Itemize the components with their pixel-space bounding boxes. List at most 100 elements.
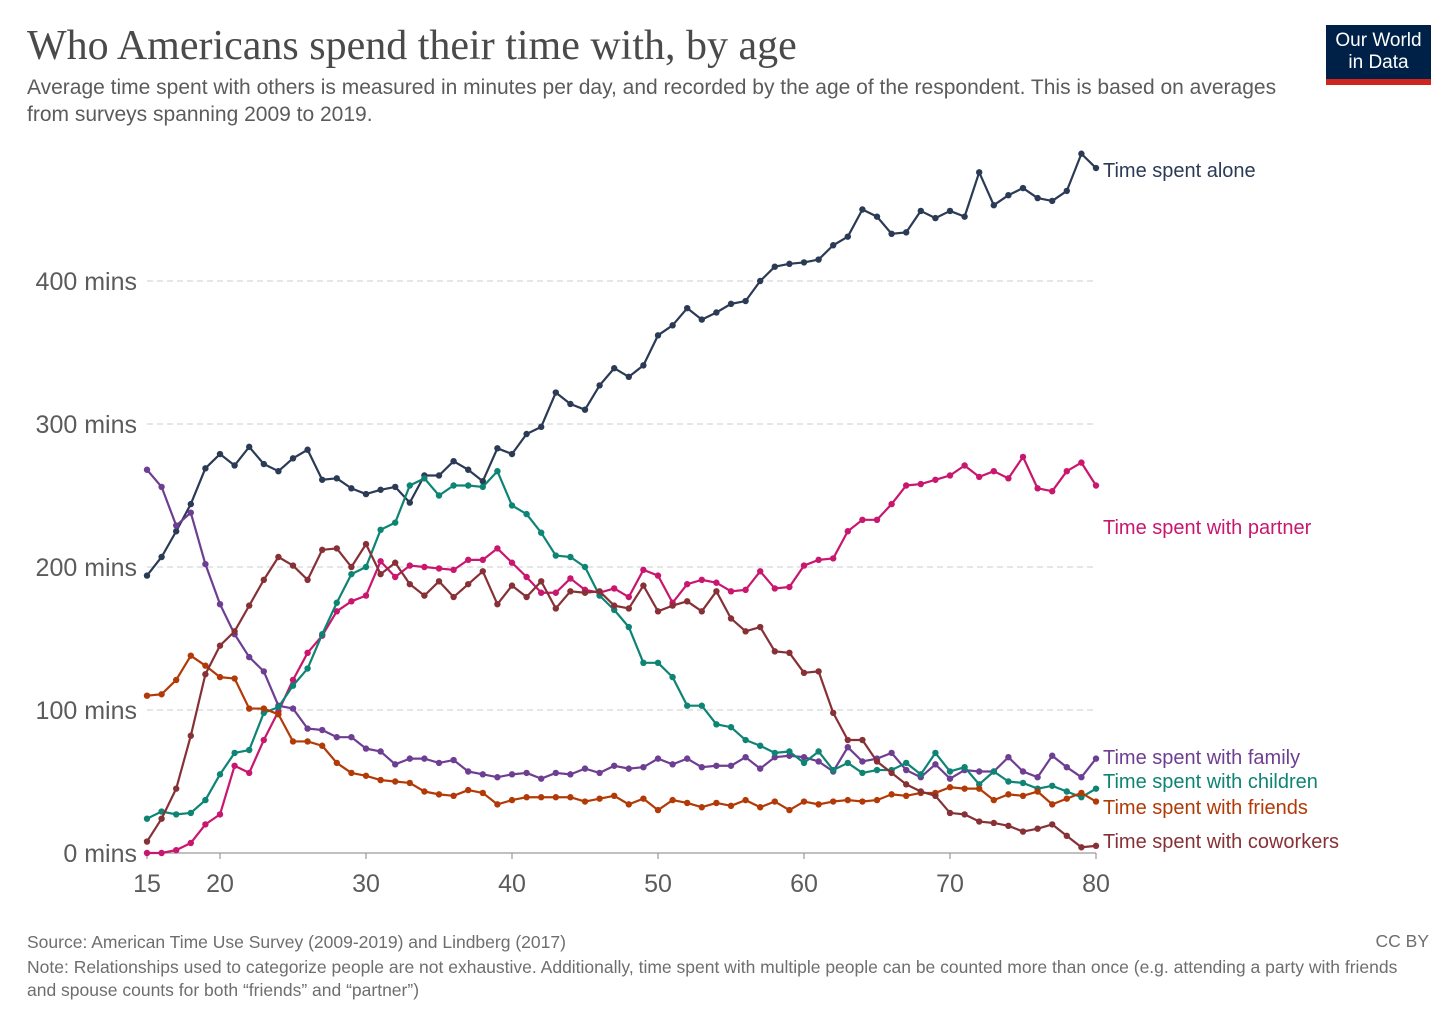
data-point[interactable] <box>684 755 691 762</box>
data-point[interactable] <box>143 815 151 822</box>
data-point[interactable] <box>976 169 983 176</box>
data-point[interactable] <box>917 788 924 795</box>
data-point[interactable] <box>392 573 399 581</box>
data-point[interactable] <box>1019 779 1027 787</box>
data-point[interactable] <box>1034 788 1041 795</box>
data-point[interactable] <box>727 723 735 731</box>
data-point[interactable] <box>830 242 837 249</box>
series-line[interactable] <box>147 455 1097 855</box>
data-point[interactable] <box>713 762 720 769</box>
data-point[interactable] <box>800 753 808 761</box>
data-point[interactable] <box>844 736 851 744</box>
data-point[interactable] <box>684 702 691 709</box>
data-point[interactable] <box>246 602 253 609</box>
data-point[interactable] <box>757 742 764 749</box>
data-point[interactable] <box>800 562 808 569</box>
data-point[interactable] <box>260 736 267 744</box>
series-line[interactable] <box>146 469 1097 780</box>
data-point[interactable] <box>202 821 209 828</box>
data-point[interactable] <box>552 589 559 596</box>
data-point[interactable] <box>552 389 559 396</box>
data-point[interactable] <box>640 582 647 589</box>
data-point[interactable] <box>479 478 486 485</box>
data-point[interactable] <box>377 486 384 493</box>
data-point[interactable] <box>275 467 282 475</box>
data-point[interactable] <box>844 759 851 767</box>
data-point[interactable] <box>815 748 822 755</box>
data-point[interactable] <box>771 749 778 757</box>
data-point[interactable] <box>713 799 720 807</box>
data-point[interactable] <box>1092 785 1100 792</box>
data-point[interactable] <box>143 692 151 699</box>
data-point[interactable] <box>873 213 881 220</box>
data-point[interactable] <box>917 771 924 778</box>
data-point[interactable] <box>698 576 705 584</box>
data-point[interactable] <box>143 838 151 845</box>
data-point[interactable] <box>348 733 355 741</box>
data-point[interactable] <box>1019 184 1027 192</box>
data-point[interactable] <box>246 443 253 451</box>
data-point[interactable] <box>187 732 194 739</box>
data-point[interactable] <box>742 586 749 594</box>
data-point[interactable] <box>289 455 297 462</box>
data-point[interactable] <box>859 206 866 213</box>
data-point[interactable] <box>932 761 939 768</box>
data-point[interactable] <box>202 796 209 804</box>
data-point[interactable] <box>187 839 194 847</box>
source-text[interactable]: Source: American Time Use Survey (2009-2… <box>27 932 566 952</box>
data-point[interactable] <box>538 775 545 782</box>
data-point[interactable] <box>903 229 910 236</box>
data-point[interactable] <box>421 563 428 571</box>
data-point[interactable] <box>465 580 472 588</box>
data-point[interactable] <box>231 628 238 635</box>
data-point[interactable] <box>348 563 355 571</box>
data-point[interactable] <box>319 726 326 734</box>
data-point[interactable] <box>946 809 954 817</box>
data-point[interactable] <box>625 373 632 381</box>
data-point[interactable] <box>216 811 224 818</box>
data-point[interactable] <box>990 202 997 209</box>
data-point[interactable] <box>1019 453 1027 461</box>
data-point[interactable] <box>289 682 297 689</box>
data-point[interactable] <box>684 580 691 588</box>
data-point[interactable] <box>523 510 530 518</box>
data-point[interactable] <box>465 466 472 473</box>
data-point[interactable] <box>173 811 180 818</box>
data-point[interactable] <box>202 560 209 568</box>
data-point[interactable] <box>275 553 282 561</box>
data-point[interactable] <box>873 758 881 765</box>
data-point[interactable] <box>713 721 720 728</box>
data-point[interactable] <box>260 576 267 584</box>
data-point[interactable] <box>187 652 194 659</box>
data-point[interactable] <box>552 769 559 777</box>
data-point[interactable] <box>771 585 778 592</box>
data-point[interactable] <box>1063 788 1071 795</box>
series-time-spent-alone[interactable] <box>143 150 1100 579</box>
data-point[interactable] <box>435 472 443 479</box>
data-point[interactable] <box>698 702 705 709</box>
data-point[interactable] <box>800 759 808 767</box>
data-point[interactable] <box>640 659 647 667</box>
data-point[interactable] <box>698 764 705 771</box>
data-point[interactable] <box>873 796 881 804</box>
data-point[interactable] <box>392 778 399 785</box>
data-point[interactable] <box>757 568 764 575</box>
data-point[interactable] <box>596 795 603 802</box>
data-point[interactable] <box>435 578 443 585</box>
data-point[interactable] <box>742 736 749 744</box>
data-point[interactable] <box>654 332 662 339</box>
data-point[interactable] <box>1063 795 1071 802</box>
data-point[interactable] <box>713 309 720 316</box>
series-label[interactable]: Time spent with children <box>1103 771 1318 793</box>
data-point[interactable] <box>523 573 530 581</box>
data-point[interactable] <box>1005 475 1012 482</box>
data-point[interactable] <box>348 769 355 777</box>
data-point[interactable] <box>815 758 822 765</box>
data-point[interactable] <box>289 562 297 569</box>
data-point[interactable] <box>1078 459 1085 466</box>
data-point[interactable] <box>333 475 340 482</box>
data-point[interactable] <box>830 798 837 805</box>
data-point[interactable] <box>771 648 778 655</box>
data-point[interactable] <box>1063 467 1071 475</box>
data-point[interactable] <box>873 766 881 774</box>
